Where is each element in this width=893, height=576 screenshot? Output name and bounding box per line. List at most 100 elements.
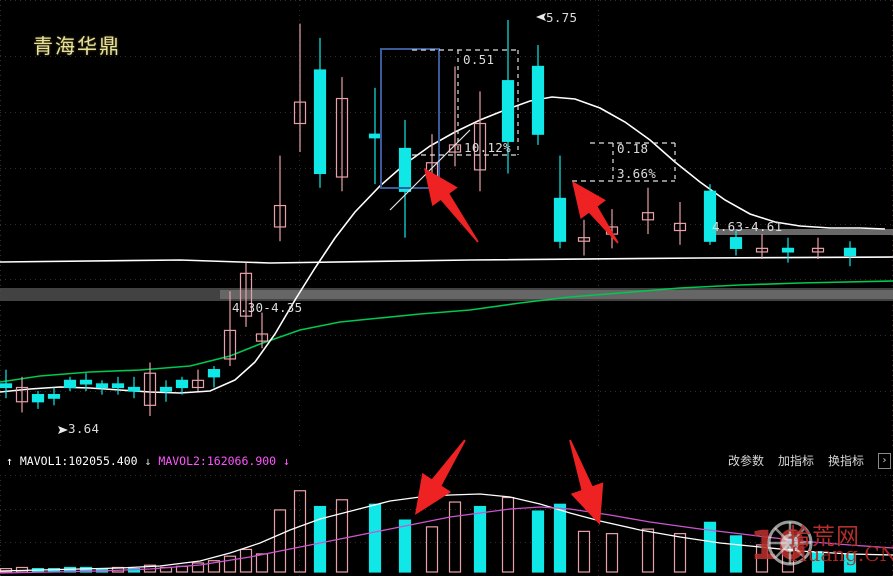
candle[interactable]: [79, 373, 93, 392]
low-price-marker-arrow: [58, 426, 68, 434]
candle[interactable]: [673, 201, 687, 245]
candle-body: [641, 212, 655, 221]
candle[interactable]: [501, 20, 515, 174]
volume-bar[interactable]: [501, 496, 515, 573]
candle[interactable]: [31, 391, 45, 409]
candle[interactable]: [159, 380, 173, 402]
candle[interactable]: [703, 184, 717, 245]
add-indicator-button[interactable]: 加指标: [777, 454, 814, 468]
price-chart-pane[interactable]: [0, 0, 893, 447]
box2-amount-label: 0.18: [617, 141, 649, 156]
candle[interactable]: [368, 87, 382, 185]
candle[interactable]: [239, 262, 253, 327]
high-price-marker-arrow: [536, 13, 546, 21]
volume-bar[interactable]: [605, 533, 619, 573]
candle[interactable]: [223, 291, 237, 367]
volume-bar[interactable]: [368, 503, 382, 573]
candle[interactable]: [0, 369, 13, 399]
candle-body: [79, 379, 93, 385]
volume-bar[interactable]: [273, 509, 287, 573]
candle-body: [313, 69, 327, 175]
measure-box-2: [572, 142, 676, 182]
candle[interactable]: [577, 219, 591, 256]
candle[interactable]: [47, 387, 61, 406]
volume-bar[interactable]: [755, 544, 769, 573]
ma-white-line: [0, 96, 886, 394]
volume-bar[interactable]: [425, 526, 439, 573]
candle[interactable]: [641, 187, 655, 235]
candle[interactable]: [95, 380, 109, 395]
candle[interactable]: [143, 362, 157, 417]
candle[interactable]: [127, 376, 141, 399]
indicator-toolbar: ↑ MAVOL1:102055.400 ↓ MAVOL2:162066.900 …: [0, 449, 893, 473]
candle-body: [273, 204, 287, 228]
volume-bar[interactable]: [843, 553, 857, 573]
candle[interactable]: [111, 376, 125, 395]
volume-bar[interactable]: [335, 499, 349, 573]
candle[interactable]: [755, 234, 769, 260]
volume-bar[interactable]: [313, 505, 327, 573]
volume-bar[interactable]: [811, 551, 825, 573]
volume-bar[interactable]: [239, 548, 253, 573]
volume-bar[interactable]: [448, 501, 462, 573]
candle-body: [368, 133, 382, 139]
candle-body: [729, 237, 743, 249]
selection-rectangle[interactable]: [380, 48, 440, 189]
volume-bar[interactable]: [223, 555, 237, 573]
candle[interactable]: [15, 376, 29, 413]
volume-bar[interactable]: [473, 505, 487, 573]
volume-bar[interactable]: [191, 562, 205, 573]
chip-band-upper: [706, 229, 893, 235]
volume-bar[interactable]: [398, 519, 412, 573]
candle-body: [335, 97, 349, 178]
candle[interactable]: [255, 312, 269, 349]
candle[interactable]: [191, 369, 205, 392]
candle[interactable]: [63, 376, 77, 392]
volume-bar[interactable]: [293, 490, 307, 573]
volume-bar[interactable]: [207, 560, 221, 573]
candle[interactable]: [293, 23, 307, 153]
volume-bar[interactable]: [255, 553, 269, 573]
volume-bar[interactable]: [673, 533, 687, 573]
mavol2-line: [0, 506, 893, 574]
volume-bar[interactable]: [531, 510, 545, 573]
up-arrow-icon: ↑: [6, 454, 13, 468]
change-params-button[interactable]: 改参数: [727, 454, 764, 468]
candle[interactable]: [553, 155, 567, 249]
volume-bar[interactable]: [729, 535, 743, 573]
candle-body: [127, 386, 141, 392]
candle[interactable]: [531, 45, 545, 145]
low-price-label: 3.64: [68, 421, 100, 436]
chip-band-main: [220, 290, 893, 299]
volume-bar[interactable]: [641, 528, 655, 573]
candle[interactable]: [273, 155, 287, 242]
candle[interactable]: [448, 66, 462, 167]
candle[interactable]: [335, 77, 349, 192]
candle[interactable]: [175, 376, 189, 395]
candle[interactable]: [781, 237, 795, 263]
candle[interactable]: [811, 237, 825, 260]
volume-grid: [0, 475, 893, 576]
candle-body: [31, 394, 45, 403]
ma-green-line: [0, 280, 893, 383]
candle[interactable]: [207, 366, 221, 388]
candle[interactable]: [313, 37, 327, 188]
candle[interactable]: [473, 91, 487, 192]
candle[interactable]: [729, 230, 743, 256]
candle[interactable]: [843, 241, 857, 267]
switch-indicator-button[interactable]: 换指标: [827, 454, 864, 468]
volume-chart-pane[interactable]: [0, 475, 893, 576]
volume-bar[interactable]: [79, 566, 93, 573]
volume-bar[interactable]: [553, 503, 567, 573]
overflow-chevron-icon[interactable]: ›: [878, 453, 891, 469]
volume-bar[interactable]: [703, 521, 717, 573]
volume-bar[interactable]: [781, 548, 795, 573]
candle[interactable]: [398, 119, 412, 238]
volume-bar[interactable]: [577, 530, 591, 573]
candle-body: [191, 379, 205, 389]
indicator-toolbar-buttons: 改参数 加指标 换指标 ›: [728, 449, 891, 473]
candle-body: [577, 237, 591, 242]
annotation-pointer-1: [389, 129, 471, 211]
cost-line: [0, 256, 893, 264]
